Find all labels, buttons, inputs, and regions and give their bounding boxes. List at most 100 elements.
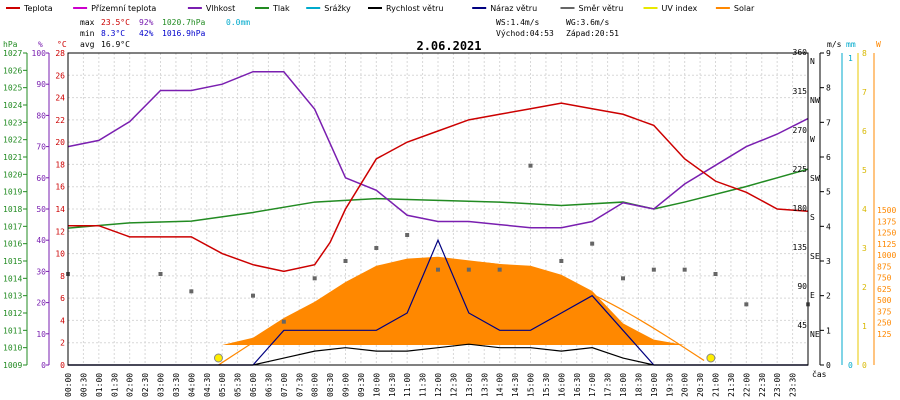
hpa-tick-label: 1009 [3,361,22,370]
x-tick-label: 01:00 [95,373,104,397]
x-tick-label: 14:30 [511,373,520,397]
x-tick-label: 23:00 [773,373,782,397]
humidity-tick-label: 20 [36,299,46,308]
x-tick-label: 13:30 [480,373,489,397]
x-tick-label: 18:00 [619,373,628,397]
legend-label: Vlhkost [206,4,235,13]
wind-direction-point [651,267,656,272]
stat-min-humidity: 42% [139,29,154,38]
wind-direction-point [405,233,410,237]
direction-tick-label: E [810,291,815,300]
temperature-tick-label: 12 [55,227,65,236]
direction-tick-label: W [810,135,815,144]
direction-tick-label: S [810,213,815,222]
legend-label: Směr větru [579,4,624,13]
stat-max-pressure: 1020.7hPa [162,18,206,27]
humidity-tick-label: 80 [36,111,46,120]
wind-direction-point [374,246,379,250]
axis-unit: % [38,40,43,49]
x-tick-label: 14:00 [496,373,505,397]
uv-tick-label: 0 [862,361,867,370]
wind-direction-point [497,267,502,272]
hpa-tick-label: 1014 [3,274,22,283]
solar-tick-label: 625 [877,285,892,294]
wind-direction-point [559,259,564,263]
direction-tick-label: NE [810,330,820,339]
solar-tick-label: 375 [877,307,892,316]
solar-tick-label: 1000 [877,251,896,260]
hpa-tick-label: 1010 [3,344,22,353]
wind-speed-tick-label: 0 [826,361,831,370]
x-tick-label: 06:30 [264,373,273,397]
x-tick-label: 19:00 [650,373,659,397]
solar-tick-label: 125 [877,330,892,339]
x-tick-label: 19:30 [665,373,674,397]
stat-avg-temp: 16.9°C [101,40,130,49]
series-pressure [67,168,809,229]
plot-frame [67,52,809,366]
wind-direction-point [466,267,471,272]
legend-layer: Teplota Přízemní teplota Vlhkost Tlak Srážky… [6,4,755,13]
x-tick-label: 03:30 [172,373,181,397]
humidity-tick-label: 10 [36,330,46,339]
stat-min-pressure: 1016.9hPa [162,29,206,38]
humidity-tick-label: 30 [36,267,46,276]
rain-tick-label: 1 [848,54,853,63]
solar-tick-label: 1125 [877,240,896,249]
chart-title: 2.06.2021 [416,39,481,53]
x-axis-label: čas [812,369,827,379]
x-tick-label: 12:30 [449,373,458,397]
solar-tick-label: 250 [877,319,892,328]
x-tick-label: 10:30 [388,373,397,397]
hpa-tick-label: 1021 [3,153,22,162]
direction-tick-label: NW [810,96,820,105]
series-temperature [68,102,809,273]
legend-label: Srážky [324,4,351,13]
x-tick-label: 18:30 [634,373,643,397]
x-tick-label: 02:30 [141,373,150,397]
uv-tick-label: 7 [862,88,867,97]
hpa-tick-label: 1026 [3,66,22,75]
rain-tick-label: 0 [848,361,853,370]
x-tick-label: 22:00 [742,373,751,397]
axes-layer: hPa% °C m/s mm W1027102610251024102310221021… [3,40,896,397]
humidity-tick-label: 40 [36,236,46,245]
temperature-tick-label: 10 [55,250,65,259]
stat-wind-gust: WG:3.6m/s [566,18,610,27]
hpa-tick-label: 1024 [3,101,22,110]
x-tick-label: 09:30 [357,373,366,397]
x-tick-label: 07:00 [280,373,289,397]
temperature-tick-label: 24 [55,94,65,103]
x-tick-label: 21:00 [712,373,721,397]
uv-tick-label: 8 [862,49,867,58]
solar-tick-label: 875 [877,262,892,271]
hpa-tick-label: 1016 [3,240,22,249]
uv-tick-label: 5 [862,166,867,175]
wind-direction-point [189,289,194,294]
x-tick-label: 08:30 [326,373,335,397]
axis-unit: hPa [3,40,18,49]
temperature-tick-label: 20 [55,138,65,147]
humidity-tick-label: 60 [36,174,46,183]
temperature-tick-label: 4 [60,316,65,325]
temperature-tick-label: 8 [60,272,65,281]
stat-sunrise: Východ:04:53 [496,29,554,38]
uv-tick-label: 3 [862,244,867,253]
stat-sunset: Západ:20:51 [566,29,619,38]
humidity-tick-label: 90 [36,80,46,89]
wind-direction-point [528,163,533,168]
solar-tick-label: 750 [877,274,892,283]
solar-tick-label: 500 [877,296,892,305]
direction-tick-value: 180 [793,204,808,213]
wind-speed-tick-label: 6 [826,153,831,162]
temperature-tick-label: 28 [55,49,65,58]
temperature-tick-label: 2 [60,339,65,348]
x-tick-label: 13:00 [465,373,474,397]
legend-label: Solar [734,4,755,13]
wind-speed-tick-label: 8 [826,84,831,93]
x-tick-label: 10:00 [372,373,381,397]
x-tick-label: 04:30 [203,373,212,397]
hpa-tick-label: 1012 [3,309,22,318]
wind-direction-point [158,272,163,276]
solar-tick-label: 1375 [877,217,896,226]
